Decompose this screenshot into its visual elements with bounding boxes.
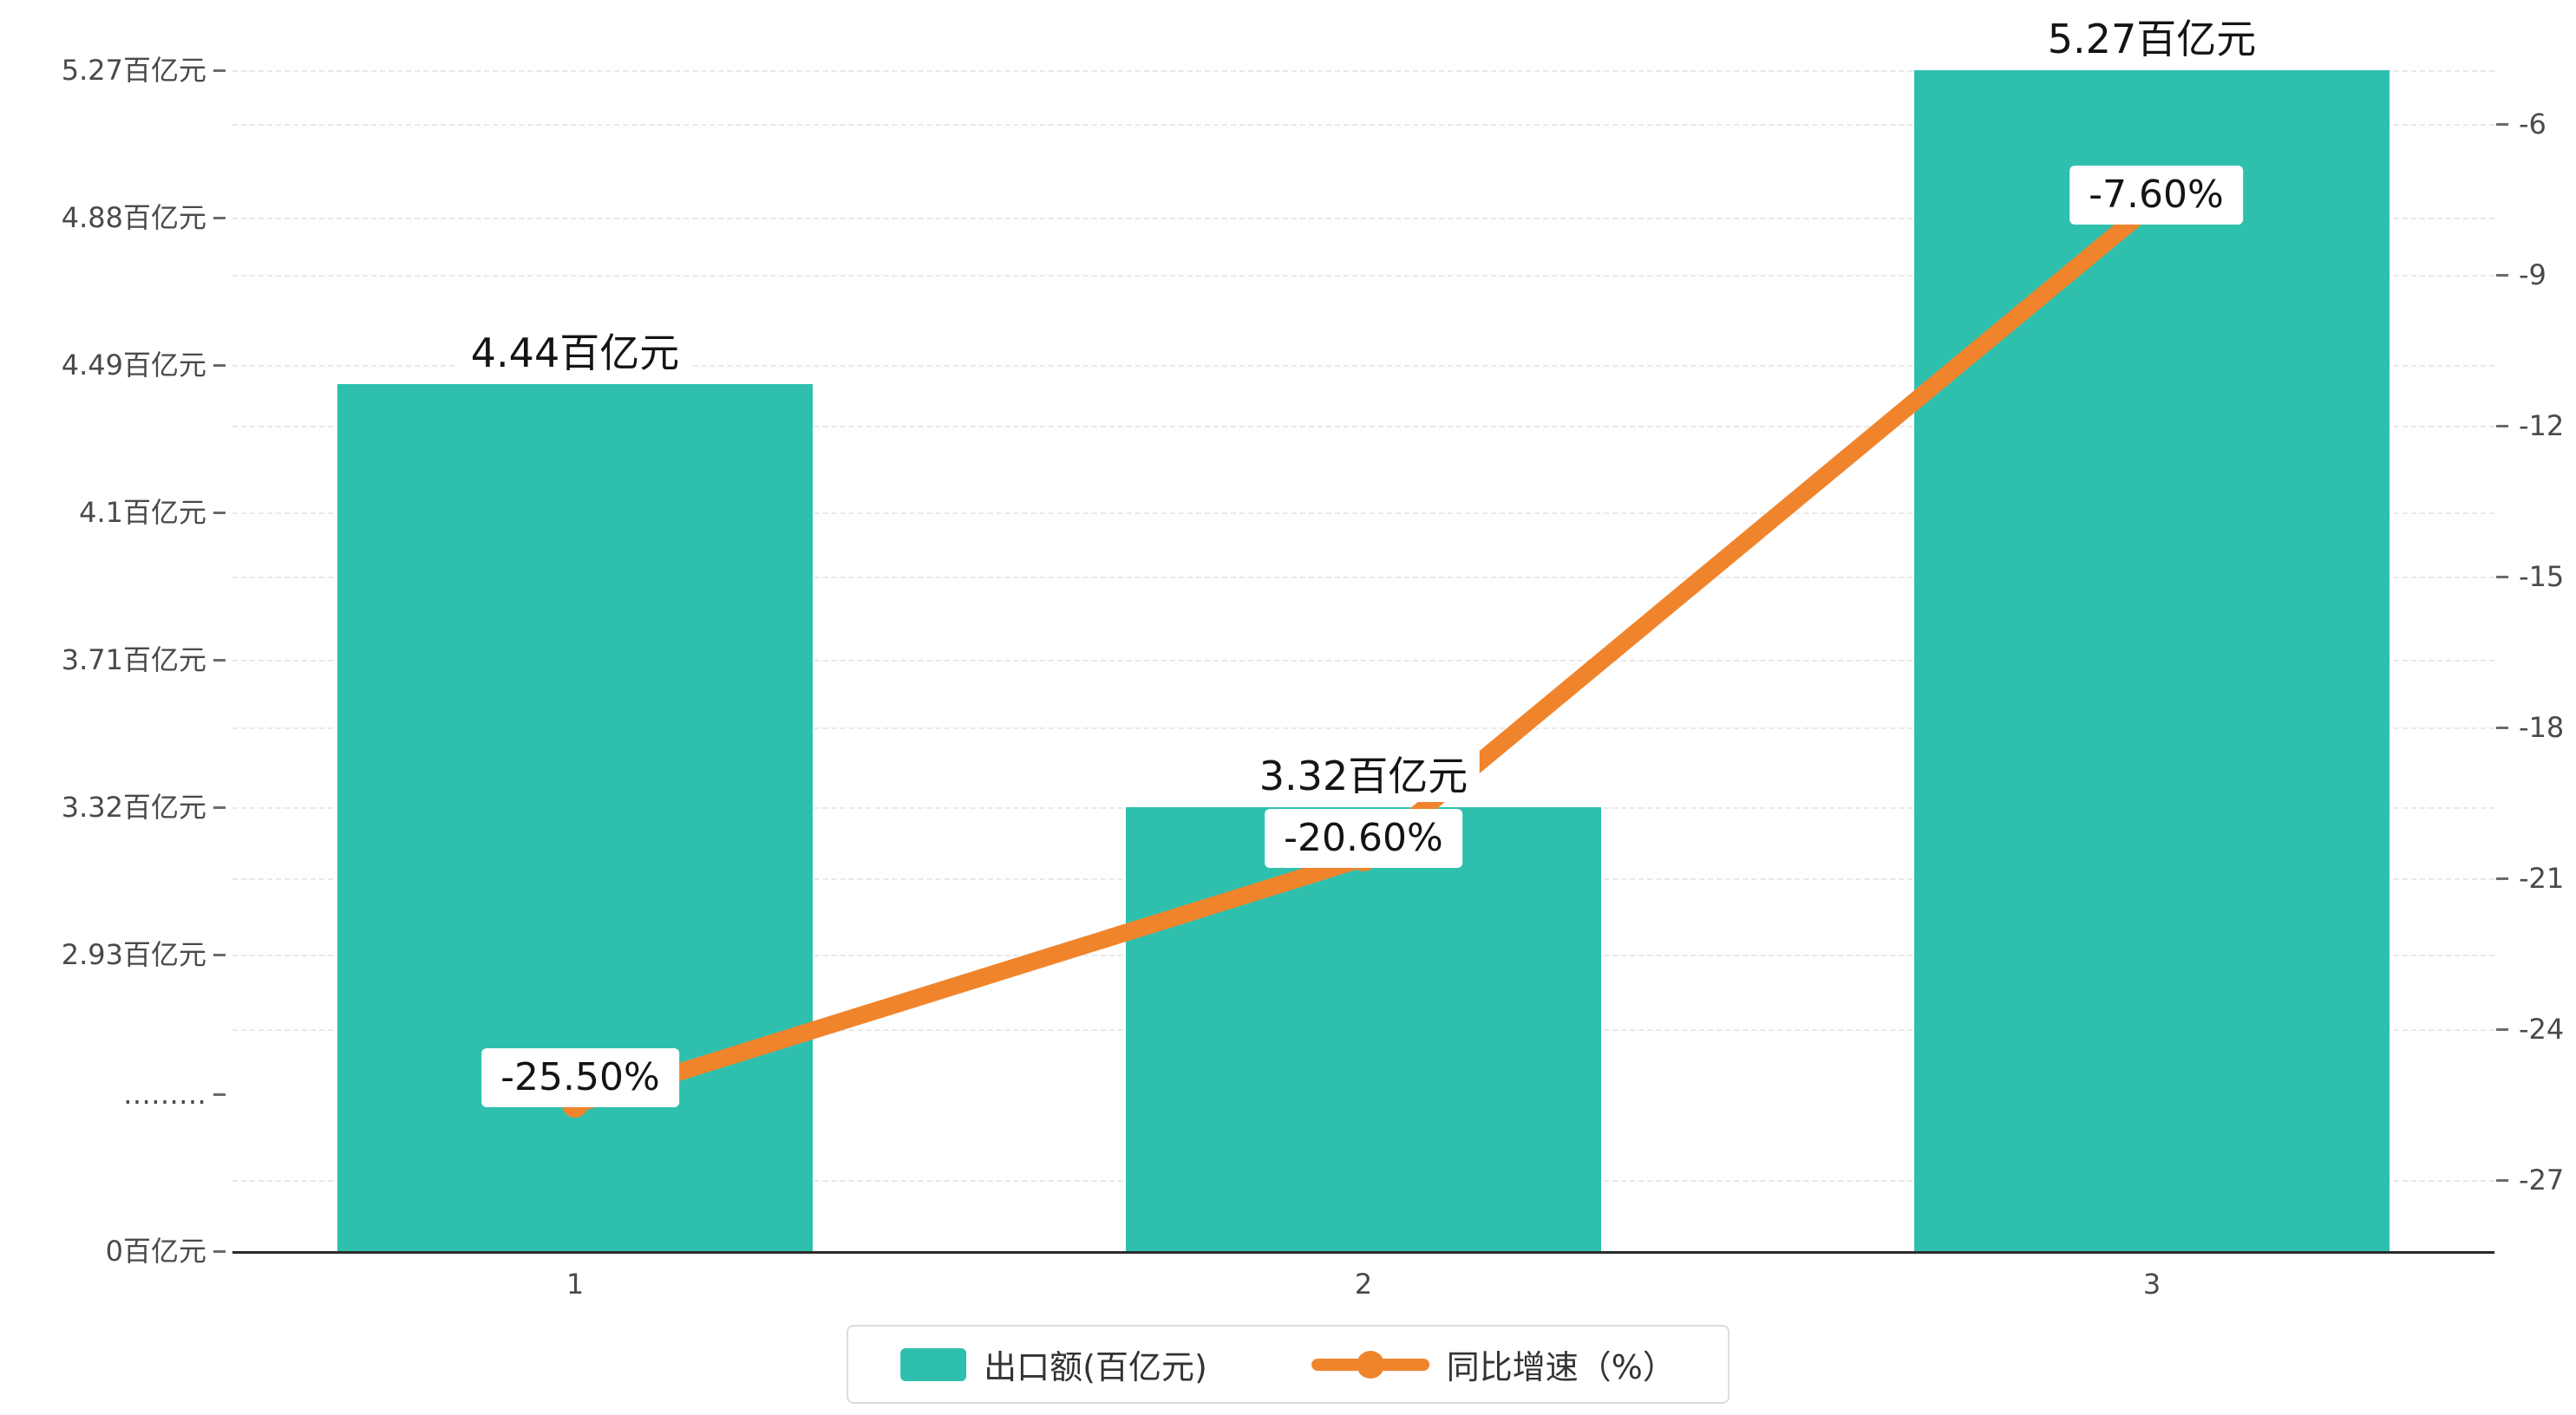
x-axis-line: [232, 1251, 2494, 1254]
right-axis-tick-label: -27: [2519, 1164, 2565, 1197]
bar-value-label: 4.44百亿元: [458, 327, 692, 379]
left-axis-tick: [213, 217, 226, 219]
gridline: [232, 70, 2494, 72]
right-axis-tick: [2496, 727, 2508, 729]
legend-label-export: 出口额(百亿元): [984, 1348, 1207, 1386]
bar-value-label: 5.27百亿元: [2035, 13, 2269, 65]
left-axis-tick-label: 3.71百亿元: [61, 643, 206, 676]
bar-1[interactable]: [337, 384, 813, 1251]
left-axis-tick: [213, 806, 226, 809]
right-axis-tick: [2496, 425, 2508, 427]
left-axis-tick-label: 4.49百亿元: [61, 349, 206, 381]
x-axis-label: 3: [2142, 1268, 2161, 1301]
left-axis-tick-label: 2.93百亿元: [61, 938, 206, 971]
right-axis-tick-label: -18: [2519, 711, 2565, 744]
right-axis-tick-label: -15: [2519, 560, 2565, 593]
bar-2[interactable]: [1126, 807, 1601, 1251]
left-axis-tick: [213, 69, 226, 72]
right-axis-tick: [2496, 1028, 2508, 1031]
line-dot-icon: [1311, 1347, 1429, 1382]
left-axis-tick: [213, 954, 226, 956]
legend-item-growth[interactable]: 同比增速（%）: [1311, 1340, 1676, 1388]
left-axis-tick-label: 3.32百亿元: [61, 791, 206, 824]
left-axis-tick-label: 4.88百亿元: [61, 201, 206, 234]
right-axis-tick: [2496, 1179, 2508, 1182]
left-axis-tick-label: 4.1百亿元: [79, 496, 206, 529]
x-axis-label: 1: [566, 1268, 585, 1301]
right-axis-tick: [2496, 576, 2508, 578]
right-axis-tick-label: -12: [2519, 409, 2565, 442]
left-axis-tick-label: ………: [123, 1078, 206, 1111]
left-axis-tick-label: 5.27百亿元: [61, 54, 206, 87]
right-axis-tick: [2496, 274, 2508, 277]
gridline: [232, 124, 2494, 126]
left-axis-tick: [213, 364, 226, 367]
right-axis-tick: [2496, 123, 2508, 126]
left-axis-tick: [213, 1250, 226, 1253]
left-axis-tick: [213, 659, 226, 662]
bar-swatch-icon: [900, 1347, 967, 1381]
legend-label-growth: 同比增速（%）: [1446, 1348, 1676, 1386]
left-axis-tick: [213, 512, 226, 514]
right-axis-tick-label: -21: [2519, 862, 2565, 895]
right-axis-tick-label: -9: [2519, 258, 2547, 291]
line-value-label: -25.50%: [481, 1048, 679, 1107]
line-marker-dot: [1356, 1350, 1384, 1379]
legend-item-export[interactable]: 出口额(百亿元): [900, 1340, 1207, 1388]
bar-value-label: 3.32百亿元: [1246, 750, 1481, 802]
line-value-label: -7.60%: [2069, 166, 2243, 225]
right-axis-tick: [2496, 877, 2508, 880]
right-axis-tick-label: -24: [2519, 1013, 2565, 1046]
left-axis-tick-label: 0百亿元: [105, 1235, 206, 1268]
right-axis-tick-label: -6: [2519, 108, 2547, 140]
bar-3[interactable]: [1914, 70, 2390, 1251]
x-axis-label: 2: [1354, 1268, 1373, 1301]
legend: 出口额(百亿元) 同比增速（%）: [847, 1325, 1729, 1404]
line-value-label: -20.60%: [1265, 809, 1462, 868]
left-axis-tick: [213, 1093, 226, 1096]
